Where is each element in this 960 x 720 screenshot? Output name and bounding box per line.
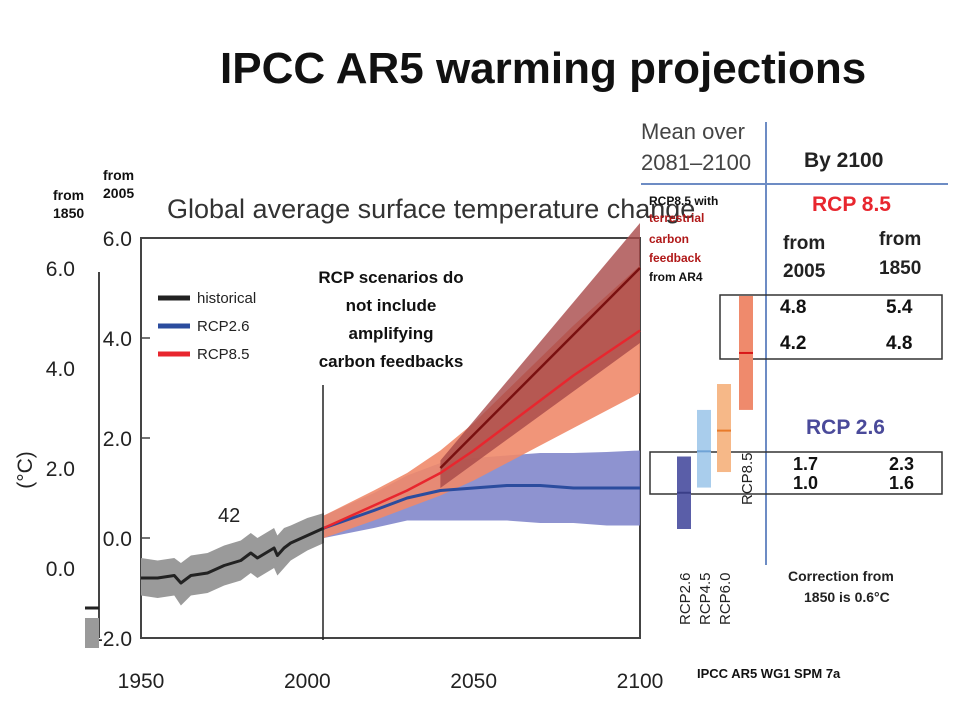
annotation-line-3: amplifying xyxy=(348,324,433,343)
col-head-1850-line-2: 1850 xyxy=(879,258,921,279)
feedback-note-line-3: carbon xyxy=(649,232,689,246)
y-tick-1850-1: 2.0 xyxy=(46,458,75,481)
chart-title: Global average surface temperature chang… xyxy=(167,194,695,224)
feedback-note-line-5: from AR4 xyxy=(649,270,703,284)
panel-title-line-1: Mean over xyxy=(641,119,745,144)
legend-label-2: RCP8.5 xyxy=(197,346,250,363)
annotation-line-4: carbon feedbacks xyxy=(319,352,464,371)
y-tick-2005-3: 4.0 xyxy=(103,328,132,351)
x-tick-2050: 2050 xyxy=(450,670,497,693)
correction-line-2: 1850 is 0.6°C xyxy=(804,589,890,605)
chart: Global average surface temperature chang… xyxy=(0,0,960,720)
left-strip-band xyxy=(85,618,99,648)
legend-label-1: RCP2.6 xyxy=(197,318,250,335)
legend: historical RCP2.6 RCP8.5 xyxy=(158,290,256,363)
panel-heading: By 2100 xyxy=(804,149,883,172)
legend-label-0: historical xyxy=(197,290,256,307)
rcp26-row1-from2005: 1.7 xyxy=(793,454,818,474)
rcp85-row1-from1850: 5.4 xyxy=(886,297,913,318)
panel-bar-2 xyxy=(717,384,731,472)
annotation: RCP scenarios do not include amplifying … xyxy=(318,268,463,371)
y-tick-2005-0: -2.0 xyxy=(96,628,132,651)
col-head-2005-line-2: 2005 xyxy=(783,261,826,282)
y-tick-2005-1: 0.0 xyxy=(103,528,132,551)
panel-bar-label-3: RCP8.5 xyxy=(739,452,756,505)
annotation-line-1: RCP scenarios do xyxy=(318,268,463,287)
y-tick-1850-0: 0.0 xyxy=(46,558,75,581)
x-tick-2000: 2000 xyxy=(284,670,331,693)
left-axis-strip xyxy=(85,290,99,638)
panel-title-line-2: 2081–2100 xyxy=(641,150,751,175)
rcp26-row2-from2005: 1.0 xyxy=(793,473,818,493)
col-head-1850-line-1: from xyxy=(879,229,921,250)
y-tick-1850-3: 6.0 xyxy=(46,258,75,281)
y-tick-2005-4: 6.0 xyxy=(103,228,132,251)
rcp85-heading: RCP 8.5 xyxy=(812,193,891,216)
y-tick-1850-2: 4.0 xyxy=(46,358,75,381)
col-head-2005-line-1: from xyxy=(783,233,825,254)
rcp26-row2-from1850: 1.6 xyxy=(889,473,914,493)
panel-bar-label-1: RCP4.5 xyxy=(697,572,714,625)
feedback-note-line-4: feedback xyxy=(649,251,701,265)
panel-bar-label-0: RCP2.6 xyxy=(677,572,694,625)
panel-bar-1 xyxy=(697,410,711,488)
rcp85-row2-from2005: 4.2 xyxy=(780,333,806,354)
y-tick-2005-2: 2.0 xyxy=(103,428,132,451)
x-tick-2100: 2100 xyxy=(617,670,664,693)
x-tick-1950: 1950 xyxy=(118,670,165,693)
correction-line-1: Correction from xyxy=(788,568,894,584)
panel-bars: RCP2.6 RCP4.5 RCP6.0 RCP8.5 xyxy=(677,296,756,625)
rcp85-row2-from1850: 4.8 xyxy=(886,333,912,354)
source-note: IPCC AR5 WG1 SPM 7a xyxy=(697,666,841,681)
feedback-note-line-1: RCP8.5 with xyxy=(649,194,718,208)
rcp26-heading: RCP 2.6 xyxy=(806,416,885,439)
annotation-line-2: not include xyxy=(346,296,437,315)
model-count-label: 42 xyxy=(218,505,240,527)
feedback-note: RCP8.5 with terrestrial carbon feedback … xyxy=(649,194,718,284)
y-axis-label: (°C) xyxy=(14,451,37,489)
feedback-note-line-2: terrestrial xyxy=(649,211,704,225)
panel-bar-label-2: RCP6.0 xyxy=(717,572,734,625)
series-band-3 xyxy=(440,223,640,488)
rcp26-row1-from1850: 2.3 xyxy=(889,454,914,474)
rcp85-row1-from2005: 4.8 xyxy=(780,297,806,318)
